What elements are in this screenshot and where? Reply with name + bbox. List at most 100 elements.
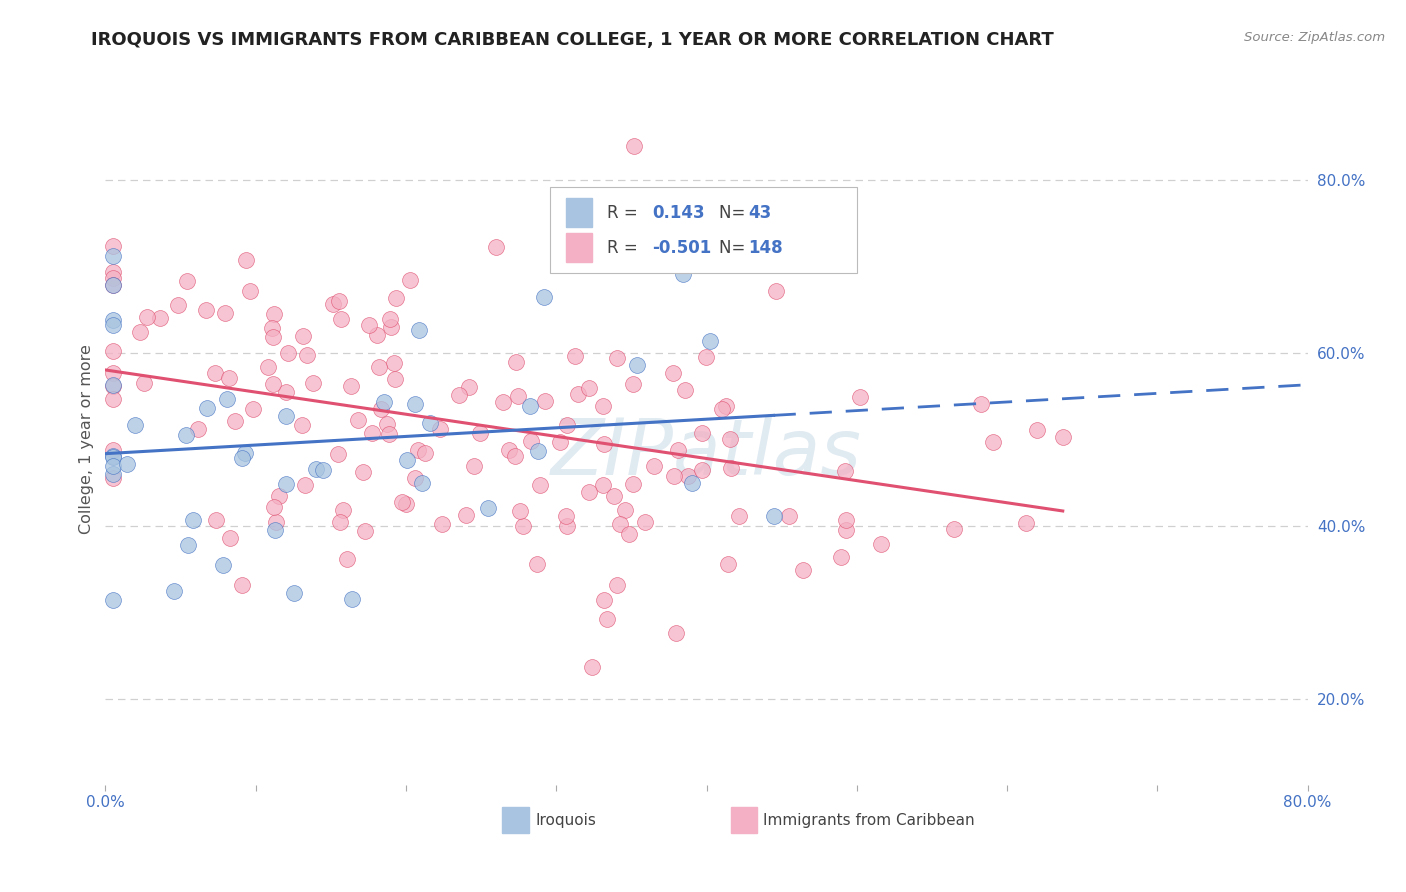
Point bbox=[378, 427, 401, 442]
Point bbox=[970, 397, 993, 411]
Point bbox=[527, 443, 550, 458]
Point bbox=[485, 240, 508, 254]
Point bbox=[509, 503, 531, 517]
Point bbox=[101, 366, 124, 380]
Point bbox=[330, 312, 353, 326]
Point bbox=[128, 325, 150, 339]
Text: N=: N= bbox=[718, 239, 751, 257]
Point bbox=[578, 485, 600, 500]
Point bbox=[519, 400, 541, 414]
Point bbox=[603, 489, 626, 503]
Point bbox=[132, 376, 155, 390]
Point bbox=[520, 434, 543, 448]
Point bbox=[665, 626, 688, 640]
Point bbox=[606, 351, 628, 366]
Point bbox=[329, 515, 352, 529]
Point bbox=[101, 249, 124, 263]
Point bbox=[1015, 516, 1038, 530]
Point bbox=[429, 422, 451, 436]
Point bbox=[302, 376, 325, 391]
Point bbox=[492, 395, 515, 409]
Point bbox=[239, 284, 262, 298]
Point bbox=[512, 518, 534, 533]
Bar bbox=[502, 807, 529, 833]
Point bbox=[592, 437, 614, 451]
Point bbox=[792, 563, 814, 577]
Point bbox=[848, 390, 870, 404]
Point bbox=[181, 513, 204, 527]
Point bbox=[292, 329, 315, 343]
Point bbox=[870, 537, 893, 551]
Point bbox=[567, 386, 589, 401]
Point bbox=[195, 401, 218, 415]
Point bbox=[377, 417, 399, 432]
Point bbox=[101, 265, 124, 279]
Point bbox=[378, 312, 401, 326]
Point bbox=[352, 466, 374, 480]
Point bbox=[340, 591, 363, 606]
Point bbox=[256, 360, 278, 375]
Point bbox=[703, 245, 725, 260]
Point bbox=[264, 515, 287, 529]
Point bbox=[555, 519, 578, 533]
Point bbox=[463, 459, 485, 474]
Point bbox=[717, 557, 740, 571]
Point bbox=[347, 413, 370, 427]
Point bbox=[263, 307, 285, 321]
Point bbox=[718, 433, 741, 447]
Point bbox=[643, 458, 665, 473]
Point bbox=[581, 660, 603, 674]
Point bbox=[548, 434, 571, 449]
Point bbox=[609, 517, 631, 532]
Text: Source: ZipAtlas.com: Source: ZipAtlas.com bbox=[1244, 31, 1385, 45]
Point bbox=[135, 310, 157, 325]
Point bbox=[219, 531, 242, 545]
Point bbox=[359, 318, 381, 333]
Point bbox=[505, 354, 527, 368]
Point bbox=[101, 467, 124, 481]
Point bbox=[263, 523, 285, 537]
Point bbox=[626, 358, 648, 372]
Point bbox=[673, 384, 696, 398]
Point bbox=[187, 422, 209, 436]
Point bbox=[101, 379, 124, 393]
Point bbox=[396, 452, 419, 467]
Point bbox=[101, 459, 124, 474]
Text: R =: R = bbox=[607, 203, 643, 222]
Point bbox=[578, 381, 600, 395]
Point bbox=[430, 517, 453, 532]
Point bbox=[101, 392, 124, 407]
Point bbox=[720, 461, 742, 475]
Point bbox=[276, 409, 298, 424]
Point bbox=[380, 320, 402, 334]
Point bbox=[101, 313, 124, 327]
Point bbox=[149, 310, 172, 325]
Point bbox=[291, 417, 314, 432]
Point bbox=[204, 366, 226, 380]
Point bbox=[662, 469, 685, 483]
Point bbox=[382, 356, 405, 370]
Point bbox=[672, 267, 695, 281]
Point bbox=[619, 527, 641, 541]
Point bbox=[714, 399, 737, 413]
Point bbox=[554, 509, 576, 524]
Y-axis label: College, 1 year or more: College, 1 year or more bbox=[79, 344, 94, 534]
Point bbox=[623, 139, 645, 153]
Point bbox=[411, 475, 433, 490]
Point bbox=[505, 450, 527, 464]
FancyBboxPatch shape bbox=[550, 187, 856, 273]
Point bbox=[231, 578, 253, 592]
Point bbox=[1025, 423, 1047, 437]
Point bbox=[283, 586, 305, 600]
Point bbox=[981, 435, 1004, 450]
Point bbox=[101, 442, 124, 457]
Point bbox=[174, 428, 197, 442]
Point bbox=[214, 305, 236, 319]
Point bbox=[328, 293, 350, 308]
Point bbox=[778, 509, 800, 524]
Point bbox=[101, 471, 124, 485]
Point bbox=[614, 503, 637, 517]
Point bbox=[681, 475, 703, 490]
Text: Immigrants from Caribbean: Immigrants from Caribbean bbox=[763, 813, 974, 828]
Point bbox=[592, 399, 614, 413]
